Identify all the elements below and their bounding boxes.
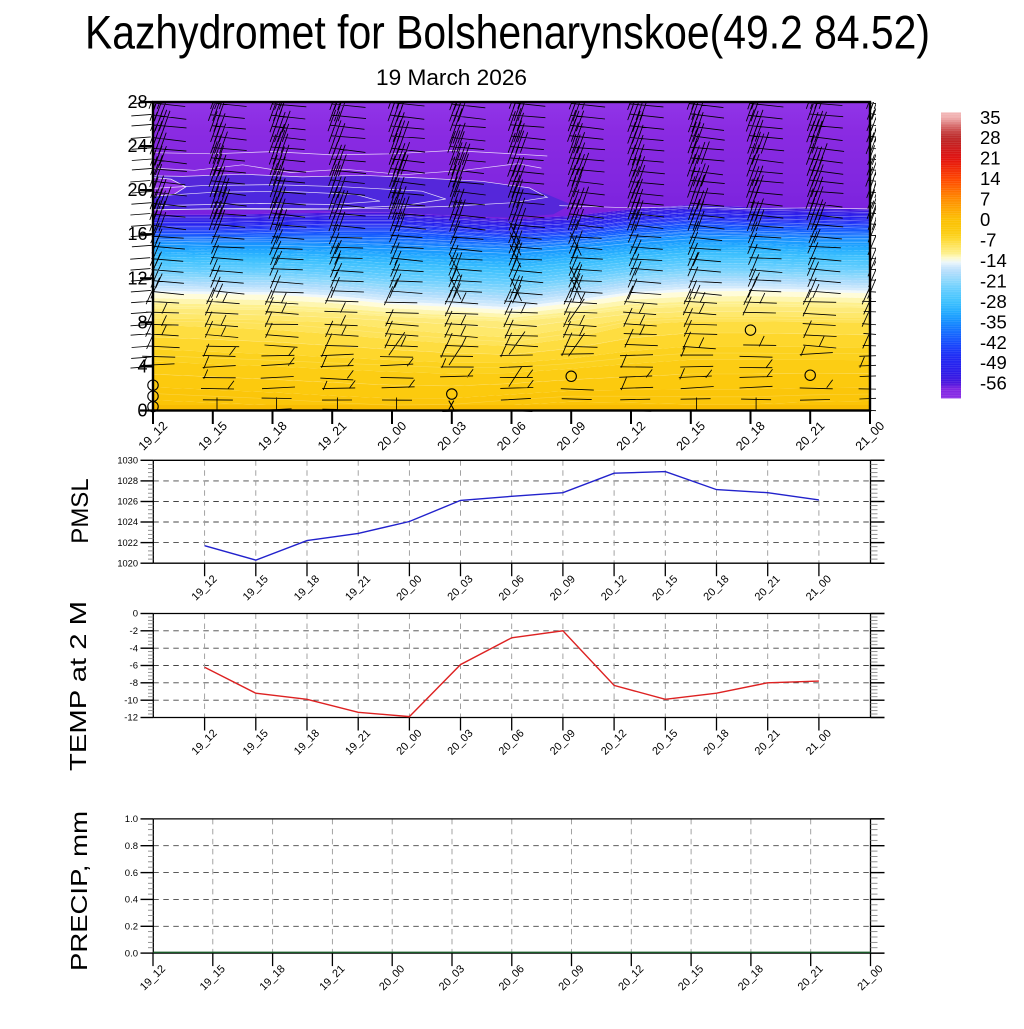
svg-text:0: 0 bbox=[137, 401, 147, 421]
svg-text:-8: -8 bbox=[130, 678, 138, 689]
svg-text:-7: -7 bbox=[980, 230, 996, 251]
svg-text:1026: 1026 bbox=[117, 497, 138, 507]
svg-text:0.8: 0.8 bbox=[125, 841, 138, 852]
svg-text:-6: -6 bbox=[130, 661, 138, 672]
svg-text:PMSL: PMSL bbox=[67, 478, 94, 543]
svg-text:21: 21 bbox=[980, 148, 1001, 169]
svg-text:0.2: 0.2 bbox=[125, 922, 138, 933]
svg-text:-14: -14 bbox=[980, 250, 1007, 271]
svg-text:-10: -10 bbox=[124, 695, 138, 706]
svg-text:28: 28 bbox=[980, 127, 1001, 148]
svg-text:35: 35 bbox=[980, 107, 1001, 128]
svg-text:-4: -4 bbox=[130, 643, 138, 654]
svg-text:12: 12 bbox=[127, 268, 147, 288]
svg-text:4: 4 bbox=[137, 356, 147, 376]
svg-text:Kazhydromet for Bolshenarynsko: Kazhydromet for Bolshenarynskoe(49.2 84.… bbox=[85, 6, 930, 59]
svg-text:8: 8 bbox=[137, 312, 147, 332]
svg-text:14: 14 bbox=[980, 168, 1001, 189]
svg-text:1.0: 1.0 bbox=[125, 814, 138, 825]
svg-text:16: 16 bbox=[127, 224, 147, 244]
svg-text:-35: -35 bbox=[980, 311, 1007, 332]
svg-text:0.0: 0.0 bbox=[125, 948, 138, 959]
svg-text:-56: -56 bbox=[980, 373, 1007, 394]
svg-text:0: 0 bbox=[133, 609, 138, 620]
svg-text:PRECIP, mm: PRECIP, mm bbox=[66, 811, 92, 971]
svg-text:-28: -28 bbox=[980, 291, 1007, 312]
svg-text:-49: -49 bbox=[980, 352, 1007, 373]
svg-text:1024: 1024 bbox=[117, 517, 138, 527]
svg-text:1020: 1020 bbox=[117, 558, 138, 568]
svg-text:19 March 2026: 19 March 2026 bbox=[376, 65, 527, 90]
svg-text:0.6: 0.6 bbox=[125, 868, 138, 879]
svg-text:28: 28 bbox=[127, 92, 147, 112]
svg-text:1028: 1028 bbox=[117, 476, 138, 486]
svg-text:TEMP at 2 M: TEMP at 2 M bbox=[65, 601, 91, 771]
svg-text:7: 7 bbox=[980, 189, 990, 210]
svg-text:1030: 1030 bbox=[117, 456, 138, 466]
svg-text:0.4: 0.4 bbox=[125, 895, 138, 906]
svg-text:-12: -12 bbox=[124, 713, 138, 724]
svg-text:24: 24 bbox=[127, 136, 147, 156]
svg-text:-2: -2 bbox=[130, 626, 138, 637]
svg-text:-21: -21 bbox=[980, 270, 1007, 291]
svg-text:1022: 1022 bbox=[117, 538, 138, 548]
svg-text:20: 20 bbox=[127, 180, 147, 200]
svg-text:0: 0 bbox=[980, 209, 990, 230]
svg-text:-42: -42 bbox=[980, 332, 1007, 353]
